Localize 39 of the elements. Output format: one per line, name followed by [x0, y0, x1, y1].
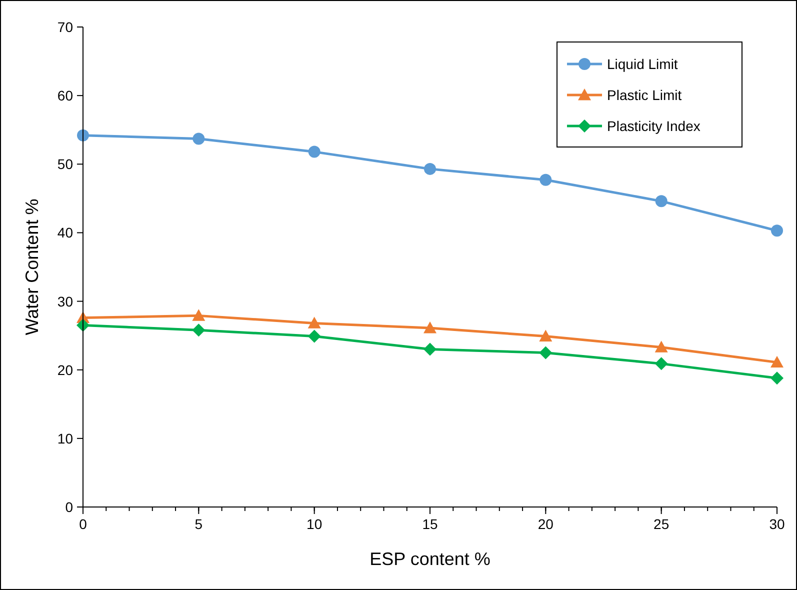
point — [655, 195, 668, 208]
point — [770, 372, 784, 385]
point — [192, 309, 206, 321]
legend-label: Liquid Limit — [607, 56, 678, 72]
y-axis-title: Water Content % — [22, 198, 42, 336]
x-axis-title: ESP content % — [370, 549, 490, 569]
point — [539, 346, 552, 360]
point — [770, 356, 784, 368]
x-tick-label: 15 — [422, 516, 438, 532]
point — [192, 324, 206, 337]
legend-label: Plasticity Index — [607, 118, 700, 134]
y-tick-label: 70 — [57, 19, 74, 35]
x-tick-label: 10 — [306, 516, 322, 532]
point — [308, 330, 321, 343]
x-tick-label: 0 — [79, 516, 88, 532]
y-tick-label: 30 — [57, 293, 74, 310]
point — [308, 146, 320, 158]
point — [192, 132, 205, 145]
y-tick-label: 50 — [57, 156, 74, 172]
point — [654, 340, 668, 352]
point — [540, 174, 552, 186]
point — [424, 162, 436, 175]
point — [539, 330, 552, 342]
legend-label: Plastic Limit — [607, 87, 682, 103]
point — [654, 357, 668, 370]
x-tick-label: 25 — [654, 516, 670, 532]
point — [424, 342, 436, 356]
y-tick-label: 20 — [57, 362, 74, 378]
point — [771, 224, 783, 237]
y-tick-label: 60 — [57, 88, 74, 104]
y-tick-label: 0 — [65, 499, 74, 515]
point — [77, 129, 89, 142]
x-tick-label: 20 — [538, 516, 554, 532]
x-tick-label: 5 — [194, 516, 203, 532]
point — [308, 316, 321, 328]
point — [424, 322, 436, 334]
y-tick-label: 10 — [57, 430, 74, 446]
x-tick-label: 30 — [769, 516, 785, 532]
y-tick-label: 40 — [57, 224, 74, 241]
